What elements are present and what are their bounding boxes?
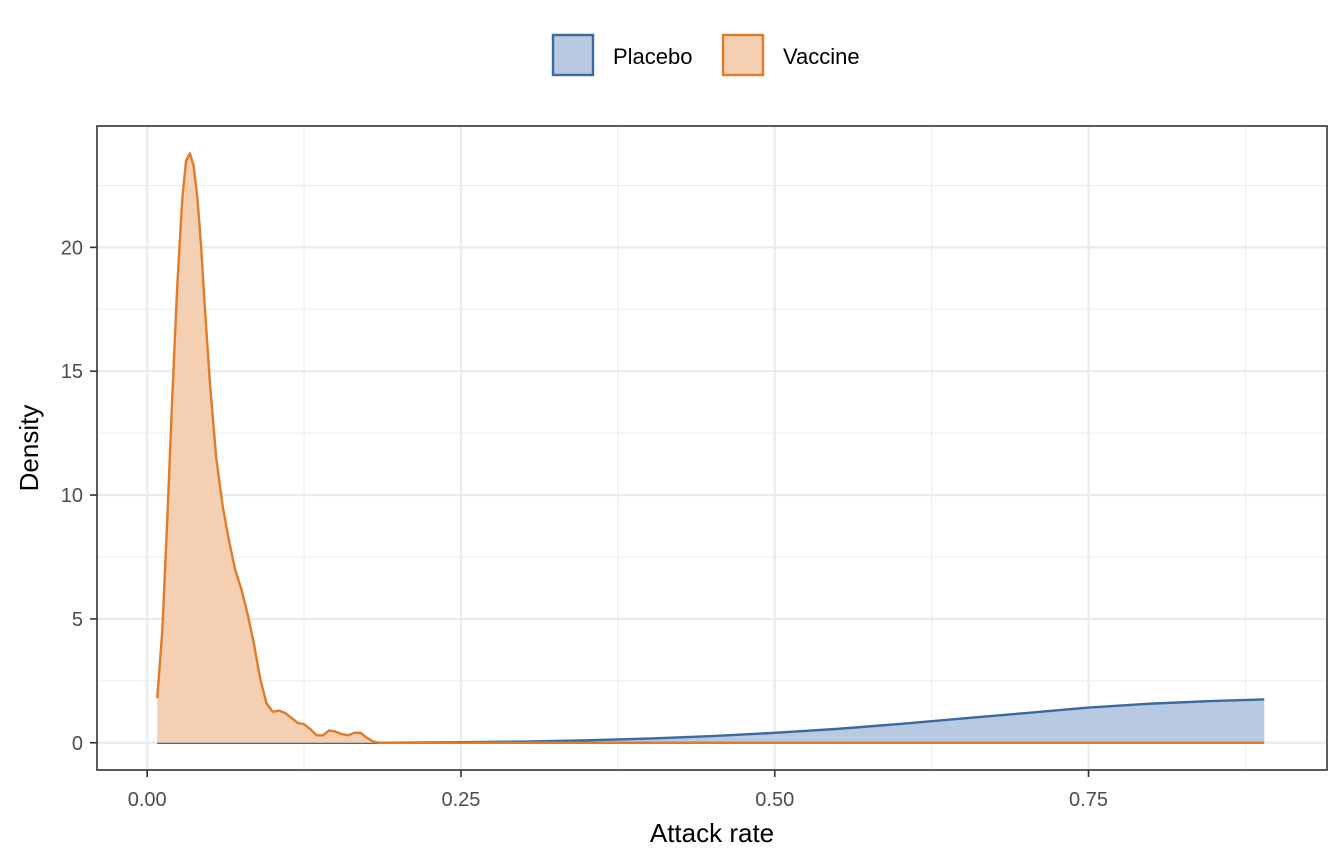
legend-item-vaccine: Vaccine xyxy=(721,33,860,77)
plot-panel-border xyxy=(96,125,1328,771)
minor-gridlines xyxy=(97,126,1327,770)
x-tick-label: 0.50 xyxy=(755,789,794,811)
y-tick-label: 20 xyxy=(61,237,83,259)
legend-label-vaccine: Vaccine xyxy=(783,44,860,69)
y-tick-label: 10 xyxy=(61,485,83,507)
series-layer xyxy=(156,152,1265,744)
legend-label-placebo: Placebo xyxy=(613,44,693,69)
x-axis: 0.00 0.25 0.50 0.75 xyxy=(128,770,1108,811)
y-tick-label: 0 xyxy=(72,733,83,755)
y-tick-label: 15 xyxy=(61,361,83,383)
x-tick-label: 0.75 xyxy=(1069,789,1108,811)
legend: Placebo Vaccine xyxy=(551,33,860,77)
y-tick-label: 5 xyxy=(72,609,83,631)
y-axis-title: Density xyxy=(14,405,44,492)
placebo-density-area xyxy=(157,699,1265,743)
vaccine-density-line xyxy=(156,152,1265,744)
y-axis: 0 5 10 15 20 xyxy=(61,237,97,755)
legend-key-placebo xyxy=(551,33,595,77)
legend-item-placebo: Placebo xyxy=(551,33,693,77)
x-axis-title: Attack rate xyxy=(650,818,774,848)
x-tick-label: 0.00 xyxy=(128,789,167,811)
plot-panel xyxy=(97,126,1327,770)
legend-key-vaccine xyxy=(721,33,765,77)
x-tick-label: 0.25 xyxy=(442,789,481,811)
